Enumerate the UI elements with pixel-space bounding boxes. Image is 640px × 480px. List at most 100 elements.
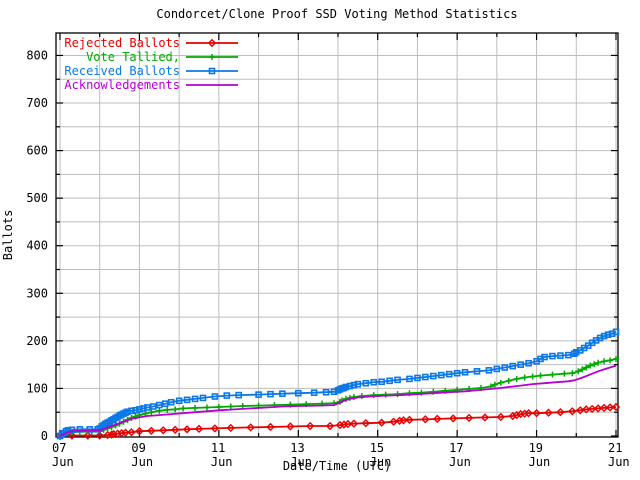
square-marker: [453, 369, 461, 377]
diamond-marker: [343, 419, 353, 429]
series-acknowledgements: [59, 364, 617, 437]
diamond-marker: [605, 403, 615, 412]
square-marker: [604, 331, 612, 338]
square-marker: [501, 364, 509, 371]
legend-label: Received Ballots: [64, 64, 180, 78]
square-marker: [191, 395, 199, 403]
y-tick-label: 800: [26, 48, 48, 62]
square-marker: [445, 370, 453, 378]
y-tick-label: 600: [26, 144, 48, 158]
diamond-marker: [121, 428, 130, 437]
square-marker: [437, 371, 445, 379]
diamond-marker: [349, 419, 359, 428]
square-marker: [211, 393, 219, 400]
chart-title: Condorcet/Clone Proof SSD Voting Method …: [156, 7, 517, 21]
x-tick-label-day: 19: [529, 441, 543, 455]
diamond-marker: [83, 431, 92, 440]
diamond-marker: [599, 403, 609, 413]
x-tick-label-day: 07: [52, 441, 66, 455]
square-marker: [350, 381, 358, 389]
diamond-marker: [448, 414, 458, 423]
square-marker: [565, 351, 572, 359]
square-marker: [161, 400, 169, 407]
square-marker: [310, 389, 318, 397]
diamond-marker: [544, 408, 553, 417]
square-marker: [155, 401, 163, 409]
plot-frame: [55, 32, 619, 438]
square-marker: [600, 332, 608, 340]
data-series: [55, 328, 621, 441]
diamond-marker: [405, 415, 414, 425]
square-marker: [68, 426, 76, 434]
y-tick-label: 200: [26, 334, 48, 348]
plot-border: [55, 32, 619, 438]
diamond-marker: [556, 408, 565, 417]
x-tick-label-month: Jun: [131, 455, 153, 469]
y-axis-label: Ballots: [1, 210, 15, 261]
x-tick-label-day: 11: [211, 441, 225, 455]
diamond-marker: [67, 431, 77, 440]
square-marker: [517, 361, 524, 368]
diamond-marker: [593, 404, 603, 413]
legend-label: Acknowledgements: [64, 78, 180, 92]
square-marker: [414, 374, 421, 382]
diamond-marker: [480, 413, 490, 422]
legend-entry-vote-tallied: Vote Tallied,: [86, 50, 238, 64]
x-tick-label-month: Jun: [290, 455, 312, 469]
square-marker: [612, 328, 620, 336]
square-marker: [175, 397, 183, 405]
diamond-marker: [210, 424, 220, 433]
diamond-marker: [325, 421, 335, 431]
square-marker: [183, 396, 191, 404]
y-tick-label: 0: [41, 429, 48, 443]
diamond-marker: [207, 38, 217, 48]
diamond-marker: [587, 404, 597, 414]
diamond-marker: [496, 412, 506, 422]
square-marker: [342, 383, 350, 391]
x-axis-label: Date/Time (UTC): [283, 459, 391, 473]
diamond-marker: [306, 421, 315, 431]
y-tick-label: 500: [26, 191, 48, 205]
square-marker: [255, 391, 262, 398]
y-tick-label: 400: [26, 239, 48, 253]
x-tick-label-month: Jun: [52, 455, 74, 469]
square-marker: [394, 376, 401, 384]
square-marker: [76, 426, 84, 433]
square-marker: [422, 373, 429, 381]
diamond-marker: [182, 425, 192, 434]
x-tick-label-month: Jun: [370, 455, 392, 469]
square-marker: [541, 353, 548, 361]
square-marker: [330, 388, 338, 396]
square-marker: [167, 398, 175, 406]
square-marker: [208, 67, 216, 75]
square-marker: [485, 367, 493, 374]
square-marker: [136, 406, 143, 413]
x-tick-label-month: Jun: [529, 455, 551, 469]
x-tick-label-month: Jun: [449, 455, 471, 469]
square-marker: [128, 407, 135, 415]
y-tick-label: 700: [26, 96, 48, 110]
diamond-marker: [421, 415, 430, 424]
square-marker: [223, 392, 231, 399]
legend-label: Rejected Ballots: [64, 36, 180, 50]
square-marker: [279, 390, 286, 397]
diamond-marker: [135, 427, 144, 436]
axis-ticks: [56, 33, 618, 437]
square-marker: [473, 368, 481, 375]
square-marker: [267, 390, 274, 398]
y-tick-label: 300: [26, 286, 48, 300]
square-marker: [525, 359, 532, 367]
square-marker: [406, 375, 413, 383]
square-marker: [557, 352, 564, 359]
axis-tick-labels: 010020030040050060070080007Jun09Jun11Jun…: [26, 48, 629, 469]
square-marker: [150, 403, 157, 410]
diamond-marker: [532, 408, 541, 418]
square-marker: [370, 378, 378, 386]
diamond-marker: [399, 416, 408, 425]
square-marker: [430, 372, 437, 380]
square-marker: [322, 388, 330, 396]
diamond-marker: [611, 402, 621, 412]
diamond-marker: [266, 422, 275, 432]
